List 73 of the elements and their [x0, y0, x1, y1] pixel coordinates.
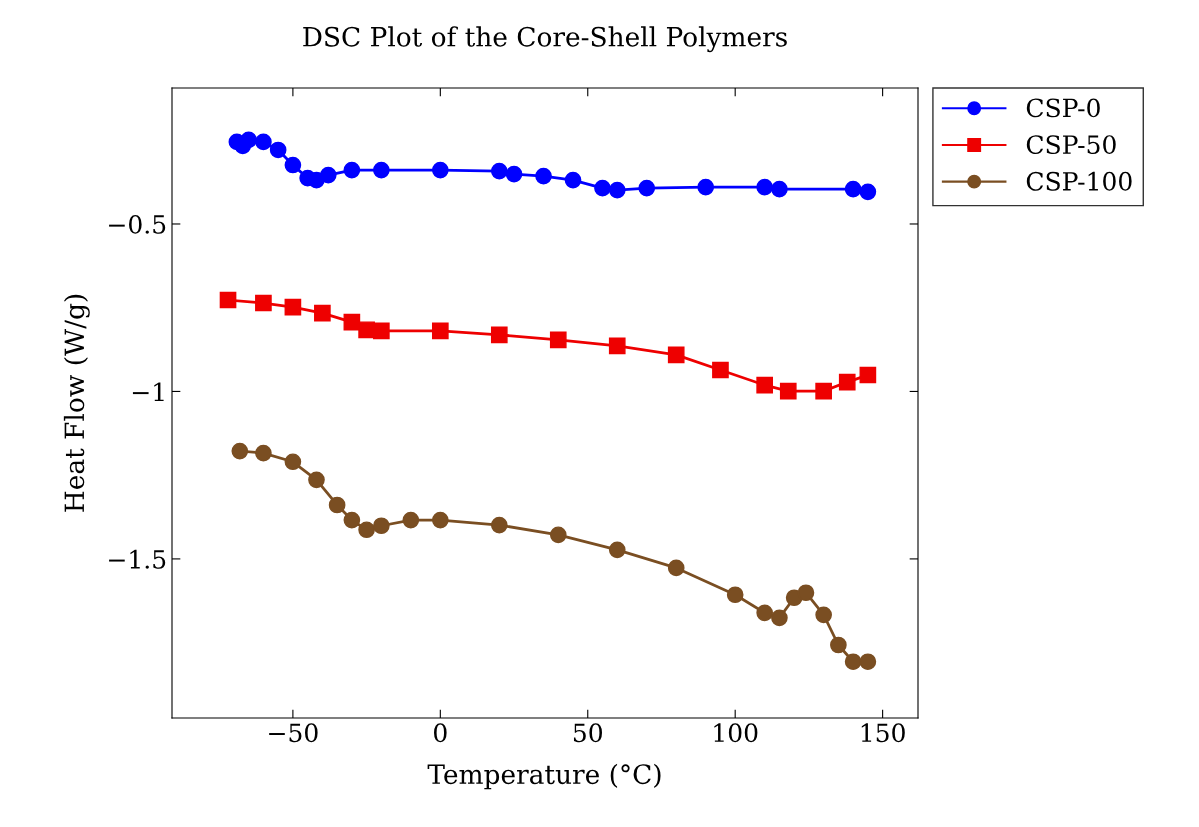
- point: [712, 361, 729, 379]
- point: [328, 496, 346, 514]
- point: [859, 366, 877, 384]
- point: [284, 156, 302, 174]
- point: [838, 373, 856, 391]
- point: [797, 584, 815, 602]
- point: [844, 653, 862, 671]
- point: [431, 511, 449, 529]
- point: [667, 346, 685, 364]
- point: [859, 183, 877, 201]
- point: [756, 604, 774, 622]
- point: [697, 178, 715, 196]
- point: [308, 471, 325, 489]
- point: [343, 161, 361, 179]
- point: [594, 179, 611, 197]
- point: [373, 161, 390, 179]
- point: [608, 541, 626, 559]
- x-tick-label: 50: [573, 723, 602, 743]
- point: [815, 606, 832, 624]
- point: [231, 442, 249, 460]
- point: [269, 141, 287, 159]
- x-tick-label: 100: [714, 723, 758, 743]
- chart-title: DSC Plot of the Core-Shell Polymers: [303, 26, 787, 53]
- point: [284, 298, 302, 316]
- point: [219, 291, 237, 309]
- point: [779, 382, 797, 400]
- point: [638, 179, 656, 197]
- legend-label: CSP-100: [1026, 171, 1132, 191]
- point: [564, 171, 582, 189]
- point: [490, 326, 508, 344]
- point: [608, 337, 626, 355]
- point: [490, 162, 508, 180]
- point: [314, 304, 331, 322]
- point: [667, 559, 685, 577]
- point: [815, 382, 832, 400]
- point: [771, 180, 788, 198]
- point: [431, 161, 449, 179]
- x-tick-label: −50: [269, 723, 318, 743]
- point: [255, 444, 272, 462]
- y-tick-label: −1.5: [109, 549, 166, 569]
- point: [255, 133, 272, 151]
- point: [490, 516, 508, 534]
- point: [402, 511, 420, 529]
- point: [535, 167, 552, 185]
- point: [859, 653, 877, 671]
- point: [756, 376, 774, 394]
- point: [343, 511, 361, 529]
- point: [240, 131, 257, 149]
- legend-label: CSP-50: [1026, 135, 1116, 155]
- point: [358, 521, 375, 539]
- legend-label: CSP-0: [1026, 98, 1100, 118]
- x-tick-label: 150: [861, 723, 905, 743]
- point: [505, 165, 523, 183]
- point: [373, 322, 390, 340]
- x-axis-title: Temperature (°C): [427, 763, 661, 790]
- point: [756, 178, 774, 196]
- point: [358, 321, 375, 339]
- point: [319, 166, 337, 184]
- point: [549, 331, 567, 349]
- point: [373, 517, 390, 535]
- point: [255, 294, 272, 312]
- y-tick-label: −1: [132, 382, 164, 401]
- y-tick-label: −0.5: [109, 214, 166, 234]
- x-tick-label: 0: [434, 723, 447, 743]
- point: [830, 636, 847, 654]
- point: [726, 586, 744, 604]
- point: [284, 453, 302, 471]
- point: [549, 526, 567, 544]
- point: [431, 322, 449, 340]
- point: [608, 181, 626, 199]
- point: [844, 180, 862, 198]
- point: [771, 609, 788, 627]
- y-axis-title: Heat Flow (W/g): [63, 294, 90, 512]
